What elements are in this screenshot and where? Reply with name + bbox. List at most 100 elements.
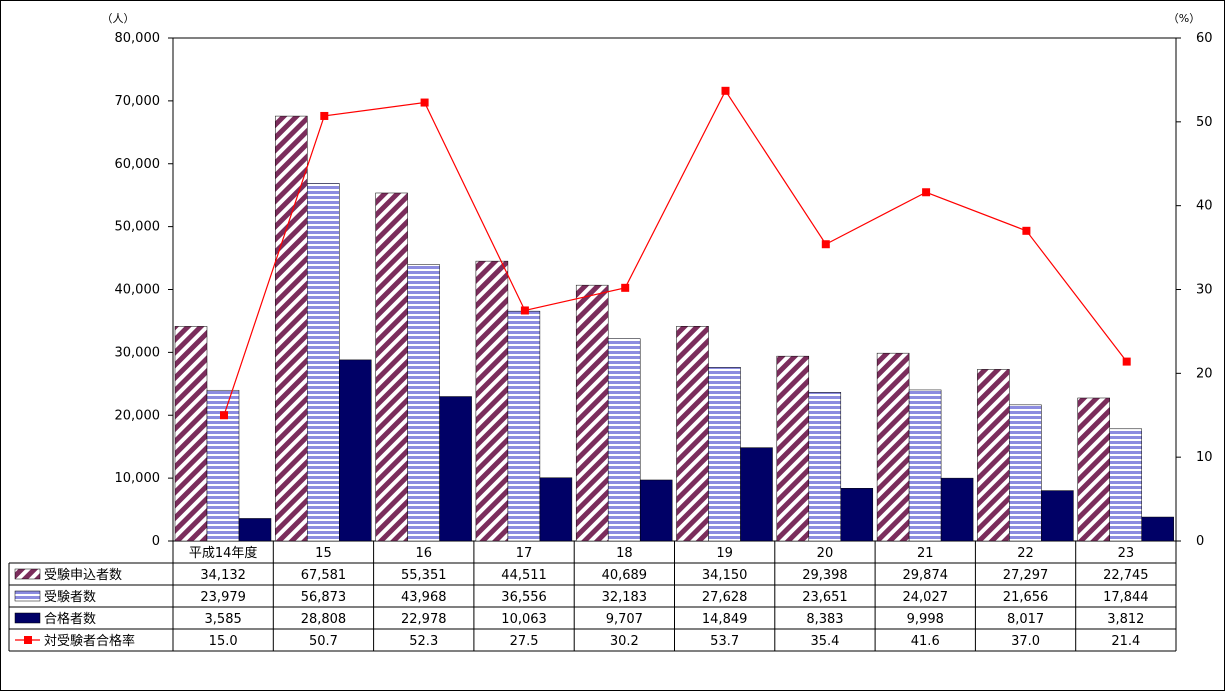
category-label: 平成14年度 — [189, 545, 258, 561]
category-label: 17 — [516, 546, 533, 561]
data-cell: 53.7 — [710, 634, 739, 649]
series-name: 受験申込者数 — [44, 568, 122, 583]
data-cell: 21,656 — [1003, 590, 1049, 605]
left-axis-unit: （人） — [102, 12, 135, 25]
bar-1 — [375, 192, 408, 542]
data-cell: 22,745 — [1103, 568, 1149, 583]
data-cell: 8,383 — [806, 612, 843, 627]
left-axis-tick-label: 40,000 — [115, 283, 161, 298]
bar-2 — [407, 264, 440, 542]
right-axis-tick-label: 40 — [1196, 199, 1213, 214]
left-axis-tick-label: 60,000 — [115, 157, 161, 172]
data-cell: 55,351 — [401, 568, 447, 583]
left-axis-tick-label: 30,000 — [115, 345, 161, 360]
data-cell: 50.7 — [309, 634, 338, 649]
rate-point — [1022, 226, 1031, 235]
bar-1 — [275, 115, 308, 542]
bar-3 — [1141, 516, 1174, 542]
bar-1 — [475, 260, 509, 542]
bar-3 — [439, 396, 472, 542]
data-cell: 3,585 — [205, 612, 242, 627]
plot-area: 0 10,000 20,000 30,000 40,000 50,000 60,000 70,… — [102, 12, 1213, 549]
legend-key-1 — [14, 568, 41, 580]
legend-key-marker — [24, 636, 32, 644]
right-axis-tick-label: 20 — [1196, 366, 1213, 381]
bar-3 — [339, 359, 372, 542]
data-cell: 43,968 — [401, 590, 447, 605]
data-cell: 21.4 — [1111, 634, 1140, 649]
bar-3 — [639, 479, 673, 542]
left-axis-tick-label: 50,000 — [115, 220, 161, 235]
right-axis-tick-label: 60 — [1196, 31, 1213, 46]
data-cell: 29,398 — [802, 568, 848, 583]
right-axis-tick-label: 30 — [1196, 283, 1213, 298]
right-axis-tick-label: 50 — [1196, 115, 1213, 130]
right-axis-tick-label: 10 — [1196, 450, 1213, 465]
data-cell: 8,017 — [1007, 612, 1044, 627]
data-cell: 52.3 — [409, 634, 438, 649]
data-cell: 35.4 — [810, 634, 839, 649]
bar-2 — [507, 310, 541, 542]
category-label: 15 — [315, 546, 332, 561]
rate-point — [1122, 357, 1131, 366]
rate-point — [821, 240, 830, 249]
data-cell: 44,511 — [501, 568, 547, 583]
left-axis-tick-label: 80,000 — [115, 31, 161, 46]
bar-1 — [575, 284, 609, 542]
data-cell: 27.5 — [510, 634, 539, 649]
left-axis-tick-label: 0 — [152, 534, 160, 549]
category-label: 22 — [1017, 546, 1034, 561]
bar-1 — [174, 326, 208, 542]
data-cell: 23,979 — [200, 590, 246, 605]
bar-2 — [808, 392, 842, 542]
rate-point — [520, 306, 529, 315]
rate-point — [420, 98, 429, 107]
bar-2 — [908, 389, 942, 542]
data-cell: 27,297 — [1003, 568, 1049, 583]
series-name: 合格者数 — [44, 611, 96, 627]
rate-line — [223, 89, 1128, 416]
bar-3 — [940, 477, 974, 542]
bar-1 — [1077, 397, 1110, 542]
bar-3 — [1041, 490, 1074, 542]
data-cell: 56,873 — [301, 590, 347, 605]
bar-2 — [1109, 428, 1142, 542]
category-label: 16 — [415, 546, 432, 561]
data-cell: 30.2 — [610, 634, 639, 649]
bar-3 — [539, 477, 573, 542]
data-cell: 36,556 — [501, 590, 547, 605]
data-cell: 9,707 — [606, 612, 643, 627]
data-cell: 10,063 — [501, 612, 547, 627]
data-cell: 34,150 — [702, 568, 748, 583]
bar-3 — [740, 447, 773, 542]
data-cell: 29,874 — [903, 568, 949, 583]
data-cell: 40,689 — [602, 568, 648, 583]
rate-point — [320, 111, 329, 120]
data-cell: 24,027 — [903, 590, 949, 605]
data-cell: 3,812 — [1107, 612, 1144, 627]
left-axis-tick-label: 10,000 — [115, 471, 161, 486]
bar-3 — [238, 518, 272, 542]
data-table: 平成14年度 15 16 17 18 19 20 21 22 23 受験申込者数 34,132 67,5… — [8, 541, 1177, 652]
rate-point — [922, 188, 931, 197]
category-label: 20 — [817, 546, 834, 561]
series-name: 対受験者合格率 — [44, 633, 135, 649]
data-cell: 22,978 — [401, 612, 447, 627]
rate-point — [220, 411, 228, 420]
category-label: 19 — [716, 546, 733, 561]
data-cell: 23,651 — [802, 590, 848, 605]
data-cell: 32,183 — [602, 590, 648, 605]
category-label: 18 — [616, 546, 633, 561]
category-label: 21 — [917, 546, 934, 561]
legend-key-3 — [14, 612, 41, 624]
bar-2 — [307, 183, 340, 542]
data-cell: 41.6 — [911, 634, 940, 649]
bar-2 — [708, 367, 741, 542]
category-label: 23 — [1118, 546, 1135, 561]
data-cell: 9,998 — [907, 612, 944, 627]
data-cell: 67,581 — [301, 568, 347, 583]
right-axis-tick-label: 0 — [1196, 534, 1204, 549]
bar-1 — [876, 352, 910, 542]
